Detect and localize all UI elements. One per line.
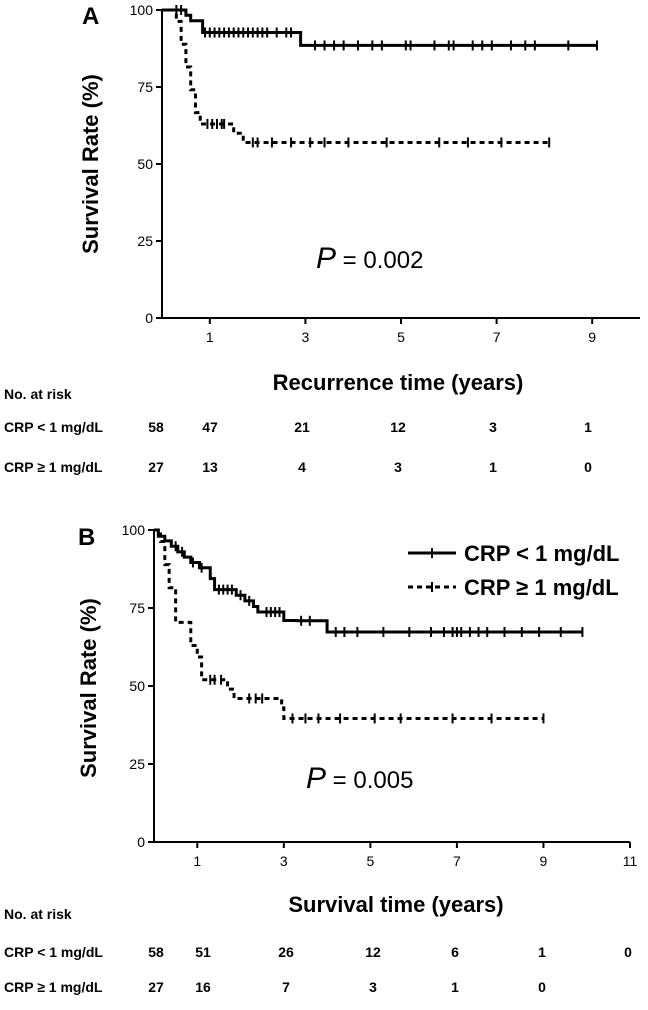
risk-count: 4 [298, 459, 306, 475]
survival-curve-crp-low [162, 8, 597, 47]
y-axis-label: Survival Rate (%) [78, 74, 103, 254]
risk-row-label: CRP ≥ 1 mg/dL [4, 459, 103, 475]
x-tick-label: 11 [623, 853, 638, 869]
legend-label-crp-low: CRP < 1 mg/dL [464, 541, 619, 566]
survival-curve-crp-high [162, 8, 550, 144]
risk-count: 1 [451, 979, 459, 995]
risk-count: 51 [195, 944, 211, 960]
risk-count: 0 [538, 979, 546, 995]
x-tick-label: 1 [206, 329, 214, 345]
risk-count: 26 [278, 944, 294, 960]
x-tick-label: 7 [493, 329, 501, 345]
risk-count: 3 [489, 419, 497, 435]
y-tick-label: 75 [129, 600, 145, 616]
p-value: = 0.002 [336, 247, 423, 274]
survival-curve-crp-low [154, 528, 583, 634]
risk-count: 6 [451, 944, 459, 960]
x-tick-label: 3 [280, 853, 288, 869]
x-axis-label: Survival time (years) [288, 892, 503, 917]
risk-count: 58 [148, 944, 164, 960]
x-tick-label: 3 [302, 329, 310, 345]
x-tick-label: 5 [366, 853, 374, 869]
y-tick-label: 100 [130, 2, 154, 18]
risk-count: 47 [202, 419, 218, 435]
x-axis-label: Recurrence time (years) [273, 370, 524, 395]
y-tick-label: 0 [137, 834, 145, 850]
y-axis-label: Survival Rate (%) [76, 598, 101, 778]
y-tick-label: 25 [129, 756, 145, 772]
risk-table-title: No. at risk [4, 906, 72, 922]
risk-count: 3 [369, 979, 377, 995]
x-tick-label: 1 [193, 853, 201, 869]
risk-row-label: CRP < 1 mg/dL [4, 419, 103, 435]
risk-count: 58 [148, 419, 164, 435]
y-tick-label: 100 [122, 522, 146, 538]
y-tick-label: 25 [137, 233, 153, 249]
risk-count: 27 [148, 459, 164, 475]
risk-count: 12 [390, 419, 406, 435]
x-tick-label: 5 [397, 329, 405, 345]
risk-count: 0 [624, 944, 632, 960]
panel-label: A [82, 3, 99, 30]
risk-count: 27 [148, 979, 164, 995]
risk-count: 12 [365, 944, 381, 960]
p-value-annotation: P = 0.005 [306, 762, 413, 795]
risk-table-title: No. at risk [4, 386, 72, 402]
p-value: = 0.005 [326, 767, 413, 794]
risk-count: 1 [489, 459, 497, 475]
x-tick-label: 7 [453, 853, 461, 869]
risk-count: 0 [584, 459, 592, 475]
risk-count: 13 [202, 459, 218, 475]
p-symbol: P [316, 242, 336, 275]
p-value-annotation: P = 0.002 [316, 242, 423, 275]
risk-count: 7 [282, 979, 290, 995]
risk-row-label: CRP ≥ 1 mg/dL [4, 979, 103, 995]
risk-count: 21 [294, 419, 310, 435]
chart-panel-a: 0 25 50 75 100 1 3 5 7 9 Recurrence time (years) Su… [78, 2, 640, 395]
risk-count: 16 [195, 979, 211, 995]
x-tick-label: 9 [540, 853, 548, 869]
legend-label-crp-high: CRP ≥ 1 mg/dL [464, 575, 619, 600]
y-tick-label: 50 [129, 678, 145, 694]
risk-count: 3 [394, 459, 402, 475]
risk-count: 1 [584, 419, 592, 435]
panel-label: B [78, 524, 95, 551]
risk-count: 1 [538, 944, 546, 960]
survival-curve-crp-high [154, 528, 544, 720]
y-tick-label: 0 [145, 310, 153, 326]
x-tick-label: 9 [588, 329, 596, 345]
risk-row-label: CRP < 1 mg/dL [4, 944, 103, 960]
p-symbol: P [306, 762, 326, 795]
chart-panel-b: 0 25 50 75 100 1 3 5 7 9 11 Survival time (years) Su… [76, 522, 637, 917]
y-tick-label: 50 [137, 156, 153, 172]
y-tick-label: 75 [137, 79, 153, 95]
